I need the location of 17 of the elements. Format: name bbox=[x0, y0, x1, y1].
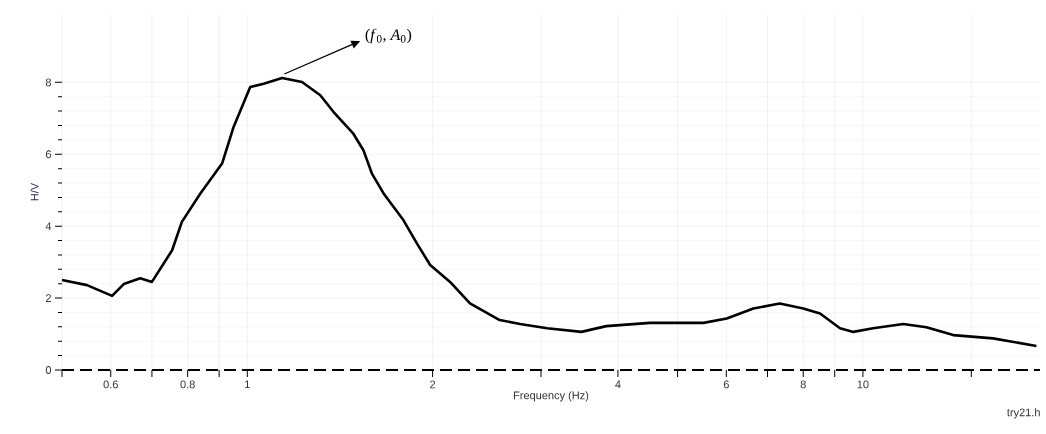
y-tick-label: 2 bbox=[45, 294, 51, 302]
x-tick-label: 10 bbox=[857, 380, 869, 389]
x-tick-label: 8 bbox=[800, 380, 806, 389]
x-tick-label: 2 bbox=[430, 380, 436, 389]
y-tick-label: 4 bbox=[45, 222, 52, 230]
x-axis-title: Frequency (Hz) bbox=[514, 391, 589, 402]
y-tick-label: 6 bbox=[45, 150, 52, 159]
y-axis-title: H/V bbox=[30, 182, 39, 201]
annotation: (f$_{0}$, A$_{0}$) bbox=[365, 28, 412, 44]
x-tick-label: 6 bbox=[723, 380, 729, 389]
x-tick-label: 1 bbox=[245, 380, 250, 389]
x-tick-label: 0.8 bbox=[180, 380, 195, 389]
y-tick-label: 8 bbox=[45, 78, 52, 87]
y-tick-label: 0 bbox=[45, 366, 52, 374]
x-tick-label: 0.6 bbox=[103, 380, 118, 389]
x-tick-label: 4 bbox=[615, 380, 621, 389]
text: try21.h bbox=[1007, 408, 1040, 419]
